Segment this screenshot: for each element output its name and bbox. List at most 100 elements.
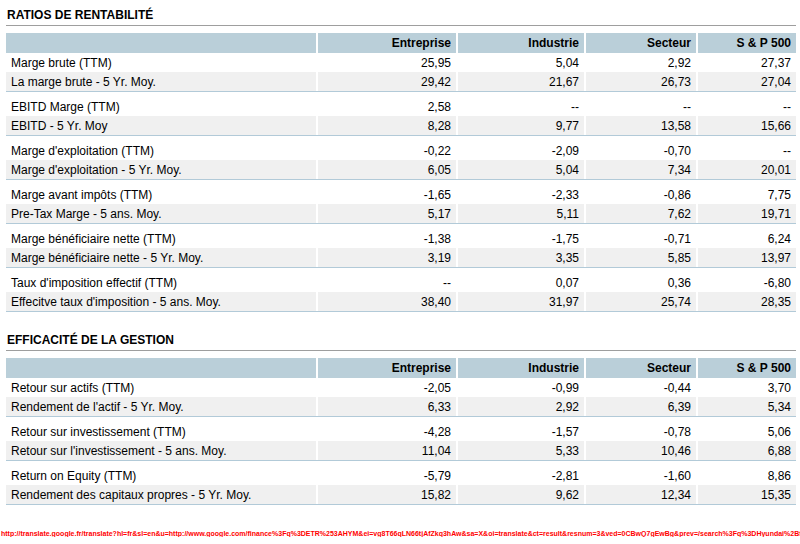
table-row: Effecitve taux d'imposition - 5 ans. Moy… [6, 292, 796, 311]
cell-value: 27,37 [696, 53, 796, 72]
section-title: EFFICACITÉ DE LA GESTION [7, 333, 796, 347]
cell-value: 3,19 [316, 248, 456, 267]
cell-value: 38,40 [316, 292, 456, 311]
cell-value: -0,86 [584, 185, 696, 204]
cell-value: 12,34 [584, 485, 696, 504]
cell-value: 6,05 [316, 160, 456, 179]
table-row: Marge avant impôts (TTM)-1,65-2,33-0,867… [6, 185, 796, 204]
cell-value: -- [316, 273, 456, 292]
cell-value: 26,73 [584, 72, 696, 91]
cell-value: 6,88 [696, 441, 796, 460]
cell-value: -6,80 [696, 273, 796, 292]
ratios-table: EntrepriseIndustrieSecteurS & P 500Marge… [6, 33, 796, 317]
header-row: EntrepriseIndustrieSecteurS & P 500 [6, 33, 796, 53]
cell-value: 5,33 [456, 441, 584, 460]
cell-value: 2,92 [584, 53, 696, 72]
cell-value: 31,97 [456, 292, 584, 311]
cell-value: -0,44 [584, 378, 696, 397]
cell-value: 21,67 [456, 72, 584, 91]
cell-value: -0,22 [316, 141, 456, 160]
cell-value: 28,35 [696, 292, 796, 311]
table-row: Retour sur l'investissement - 5 ans. Moy… [6, 441, 796, 460]
column-header: Industrie [456, 33, 584, 53]
cell-value: -1,38 [316, 229, 456, 248]
cell-value: 5,17 [316, 204, 456, 223]
table-row: Marge d'exploitation - 5 Yr. Moy.6,055,0… [6, 160, 796, 179]
column-header-empty [6, 33, 316, 53]
cell-value: 13,58 [584, 116, 696, 135]
section-title: RATIOS DE RENTABILITÉ [7, 8, 796, 22]
table-row: Taux d'imposition effectif (TTM)--0,070,… [6, 273, 796, 292]
title-rule [6, 350, 796, 351]
column-header: Secteur [584, 358, 696, 378]
cell-value: -0,78 [584, 422, 696, 441]
cell-value: 7,34 [584, 160, 696, 179]
row-label: Marge bénéficiaire nette (TTM) [6, 229, 316, 248]
row-label: Retour sur investissement (TTM) [6, 422, 316, 441]
row-label: Marge bénéficiaire nette - 5 Yr. Moy. [6, 248, 316, 267]
cell-value: 3,35 [456, 248, 584, 267]
group-separator-line [6, 504, 796, 510]
column-header: S & P 500 [696, 358, 796, 378]
table-row: Pre-Tax Marge - 5 ans. Moy.5,175,117,621… [6, 204, 796, 223]
cell-value: 2,92 [456, 397, 584, 416]
cell-value: -1,60 [584, 466, 696, 485]
cell-value: 5,04 [456, 53, 584, 72]
cell-value: 15,82 [316, 485, 456, 504]
row-label: Marge d'exploitation (TTM) [6, 141, 316, 160]
cell-value: 5,06 [696, 422, 796, 441]
cell-value: 9,62 [456, 485, 584, 504]
cell-value: -5,79 [316, 466, 456, 485]
cell-value: -0,71 [584, 229, 696, 248]
cell-value: 5,85 [584, 248, 696, 267]
footer-url-text: http://translate.google.fr/translate?hl=… [1, 530, 800, 537]
cell-value: 8,86 [696, 466, 796, 485]
cell-value: 7,62 [584, 204, 696, 223]
cell-value: -0,99 [456, 378, 584, 397]
title-rule [6, 25, 796, 26]
table-row: Retour sur actifs (TTM)-2,05-0,99-0,443,… [6, 378, 796, 397]
cell-value: 27,04 [696, 72, 796, 91]
cell-value: -1,75 [456, 229, 584, 248]
cell-value: 0,36 [584, 273, 696, 292]
row-label: Rendement des capitaux propres - 5 Yr. M… [6, 485, 316, 504]
cell-value: -2,33 [456, 185, 584, 204]
row-label: La marge brute - 5 Yr. Moy. [6, 72, 316, 91]
column-header: Industrie [456, 358, 584, 378]
table-row: Return on Equity (TTM)-5,79-2,81-1,608,8… [6, 466, 796, 485]
section-0: RATIOS DE RENTABILITÉ EntrepriseIndustrie… [6, 8, 796, 317]
column-header: Secteur [584, 33, 696, 53]
cell-value: -2,09 [456, 141, 584, 160]
cell-value: 3,70 [696, 378, 796, 397]
row-label: Effecitve taux d'imposition - 5 ans. Moy… [6, 292, 316, 311]
row-label: EBITD - 5 Yr. Moy [6, 116, 316, 135]
cell-value: 25,95 [316, 53, 456, 72]
cell-value: 5,11 [456, 204, 584, 223]
cell-value: -4,28 [316, 422, 456, 441]
cell-value: 25,74 [584, 292, 696, 311]
cell-value: -- [584, 97, 696, 116]
cell-value: -2,81 [456, 466, 584, 485]
row-label: Marge d'exploitation - 5 Yr. Moy. [6, 160, 316, 179]
group-separator-line [6, 311, 796, 317]
sections-root: RATIOS DE RENTABILITÉ EntrepriseIndustrie… [6, 8, 796, 510]
cell-value: 6,39 [584, 397, 696, 416]
table-row: Retour sur investissement (TTM)-4,28-1,5… [6, 422, 796, 441]
cell-value: -- [456, 97, 584, 116]
cell-value: 2,58 [316, 97, 456, 116]
row-label: Retour sur actifs (TTM) [6, 378, 316, 397]
cell-value: -- [696, 97, 796, 116]
table-row: Marge brute (TTM)25,955,042,9227,37 [6, 53, 796, 72]
column-header-empty [6, 358, 316, 378]
table-row: Marge d'exploitation (TTM)-0,22-2,09-0,7… [6, 141, 796, 160]
header-row: EntrepriseIndustrieSecteurS & P 500 [6, 358, 796, 378]
cell-value: 29,42 [316, 72, 456, 91]
cell-value: 10,46 [584, 441, 696, 460]
group-separator [6, 504, 796, 510]
cell-value: 0,07 [456, 273, 584, 292]
cell-value: 6,24 [696, 229, 796, 248]
table-row: La marge brute - 5 Yr. Moy.29,4221,6726,… [6, 72, 796, 91]
cell-value: -0,70 [584, 141, 696, 160]
cell-value: 13,97 [696, 248, 796, 267]
table-row: Marge bénéficiaire nette (TTM)-1,38-1,75… [6, 229, 796, 248]
